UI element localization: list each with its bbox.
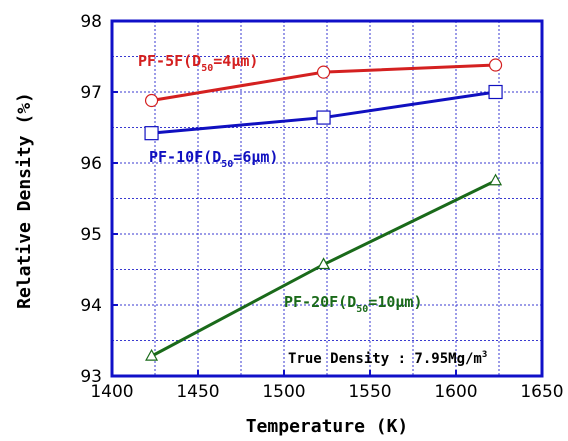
- series-pf-5f: [144, 58, 503, 108]
- series-label-suffix: =4μm): [213, 52, 258, 70]
- y-tick-label: 97: [80, 83, 102, 103]
- x-tick-label: 1450: [176, 382, 219, 402]
- series-label-subscript: 50: [356, 304, 368, 315]
- x-tick-label: 1650: [520, 382, 563, 402]
- data-point-circle: [144, 93, 159, 108]
- series-label-prefix: PF-20F(D: [284, 293, 356, 311]
- x-tick-label: 1400: [90, 382, 133, 402]
- true-density-text: True Density : 7.95Mg/m: [288, 351, 482, 367]
- series-layer: [144, 58, 503, 361]
- series-label-subscript: 50: [221, 159, 233, 170]
- data-point-circle: [488, 58, 503, 72]
- y-axis-title: Relative Density (%): [14, 92, 35, 309]
- y-tick-label: 93: [80, 367, 102, 387]
- data-point-triangle: [317, 257, 331, 270]
- series-label-suffix: =10μm): [368, 293, 422, 311]
- series-label-prefix: PF-10F(D: [149, 148, 221, 166]
- true-density-note: True Density : 7.95Mg/m3: [288, 350, 487, 367]
- data-point-square: [316, 110, 331, 125]
- y-tick-label: 95: [80, 225, 102, 245]
- series-label-subscript: 50: [201, 63, 213, 74]
- series-pf-20f: [145, 173, 503, 361]
- y-tick-label: 96: [80, 154, 102, 174]
- series-label-suffix: =6μm): [233, 148, 278, 166]
- series-label-prefix: PF-5F(D: [138, 52, 201, 70]
- y-tick-label: 94: [80, 296, 102, 316]
- data-point-square: [488, 84, 503, 100]
- plot-frame: [110, 19, 544, 378]
- x-tick-label: 1550: [348, 382, 391, 402]
- x-tick-label: 1500: [262, 382, 305, 402]
- series-pf-10f: [144, 84, 503, 141]
- series-label-pf-5f: PF-5F(D50=4μm): [138, 52, 258, 74]
- data-point-triangle: [145, 348, 159, 361]
- x-tick-label: 1600: [434, 382, 477, 402]
- series-label-pf-10f: PF-10F(D50=6μm): [149, 148, 278, 170]
- true-density-superscript: 3: [482, 350, 487, 360]
- x-axis-title: Temperature (K): [246, 416, 409, 437]
- axis-ticks: 1400 1450 1500 1550 1600 1650 93 94 95 96 97 98: [80, 12, 563, 402]
- y-tick-label: 98: [80, 12, 102, 32]
- label-layer: PF-5F(D50=4μm)PF-10F(D50=6μm)PF-20F(D50=…: [14, 52, 487, 437]
- series-label-pf-20f: PF-20F(D50=10μm): [284, 293, 422, 315]
- data-point-triangle: [489, 173, 503, 186]
- data-point-square: [144, 126, 159, 141]
- data-point-circle: [316, 65, 331, 79]
